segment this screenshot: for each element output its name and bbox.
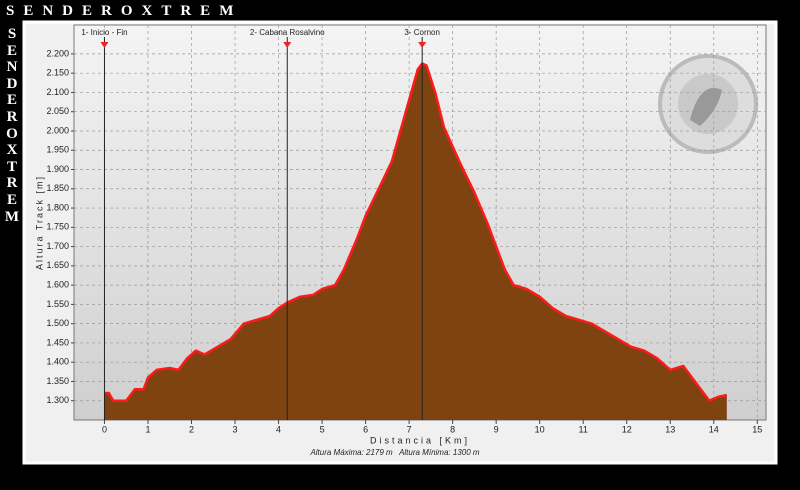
brand-title: SENDEROXTREM — [6, 3, 243, 19]
profile-line — [104, 62, 728, 402]
logo — [658, 54, 758, 154]
waypoint-marker — [418, 42, 427, 48]
y-tick-label: 1.550 — [46, 299, 69, 309]
y-axis-label: Altura Track [m] — [34, 175, 44, 270]
x-tick-label: 6 — [363, 424, 368, 434]
y-tick-label: 2.000 — [46, 125, 69, 135]
waypoint-label: 3- Cornon — [404, 28, 440, 37]
y-tick-label: 1.500 — [46, 318, 69, 328]
brand-side: SENDEROXTREM — [4, 26, 20, 225]
y-tick-label: 1.650 — [46, 260, 69, 270]
y-tick-label: 1.700 — [46, 241, 69, 251]
waypoint-label: 2- Cabana Rosalvino — [250, 28, 325, 37]
y-tick-label: 2.150 — [46, 68, 69, 78]
waypoint-marker — [283, 42, 292, 48]
y-tick-label: 1.800 — [46, 202, 69, 212]
y-tick-label: 1.750 — [46, 222, 69, 232]
x-tick-label: 2 — [189, 424, 194, 434]
x-tick-label: 10 — [535, 424, 545, 434]
x-tick-label: 4 — [276, 424, 281, 434]
y-tick-label: 2.200 — [46, 48, 69, 58]
x-tick-label: 12 — [622, 424, 632, 434]
x-tick-label: 9 — [494, 424, 499, 434]
x-tick-label: 15 — [752, 424, 762, 434]
waypoint-label: 1- Inicio - Fin — [81, 28, 127, 37]
x-tick-label: 3 — [233, 424, 238, 434]
y-tick-label: 1.900 — [46, 164, 69, 174]
x-tick-label: 7 — [407, 424, 412, 434]
y-tick-label: 1.300 — [46, 395, 69, 405]
x-tick-label: 11 — [579, 424, 588, 434]
waypoint-marker — [100, 42, 109, 48]
area — [104, 63, 727, 420]
y-tick-label: 1.450 — [46, 337, 69, 347]
y-tick-label: 1.350 — [46, 376, 69, 386]
y-tick-label: 2.100 — [46, 87, 69, 97]
x-tick-label: 0 — [102, 424, 107, 434]
x-tick-label: 5 — [320, 424, 325, 434]
y-tick-label: 1.600 — [46, 279, 69, 289]
x-tick-label: 13 — [665, 424, 675, 434]
y-tick-label: 2.050 — [46, 106, 69, 116]
x-axis-label: Distancia [Km] — [370, 435, 470, 445]
x-tick-label: 14 — [709, 424, 719, 434]
y-tick-label: 1.400 — [46, 357, 69, 367]
y-tick-label: 1.950 — [46, 145, 69, 155]
x-tick-label: 1 — [145, 424, 150, 434]
x-tick-label: 8 — [450, 424, 455, 434]
y-tick-label: 1.850 — [46, 183, 69, 193]
footer: Altura Máxima: 2179 m Altura Mínima: 130… — [309, 448, 479, 457]
